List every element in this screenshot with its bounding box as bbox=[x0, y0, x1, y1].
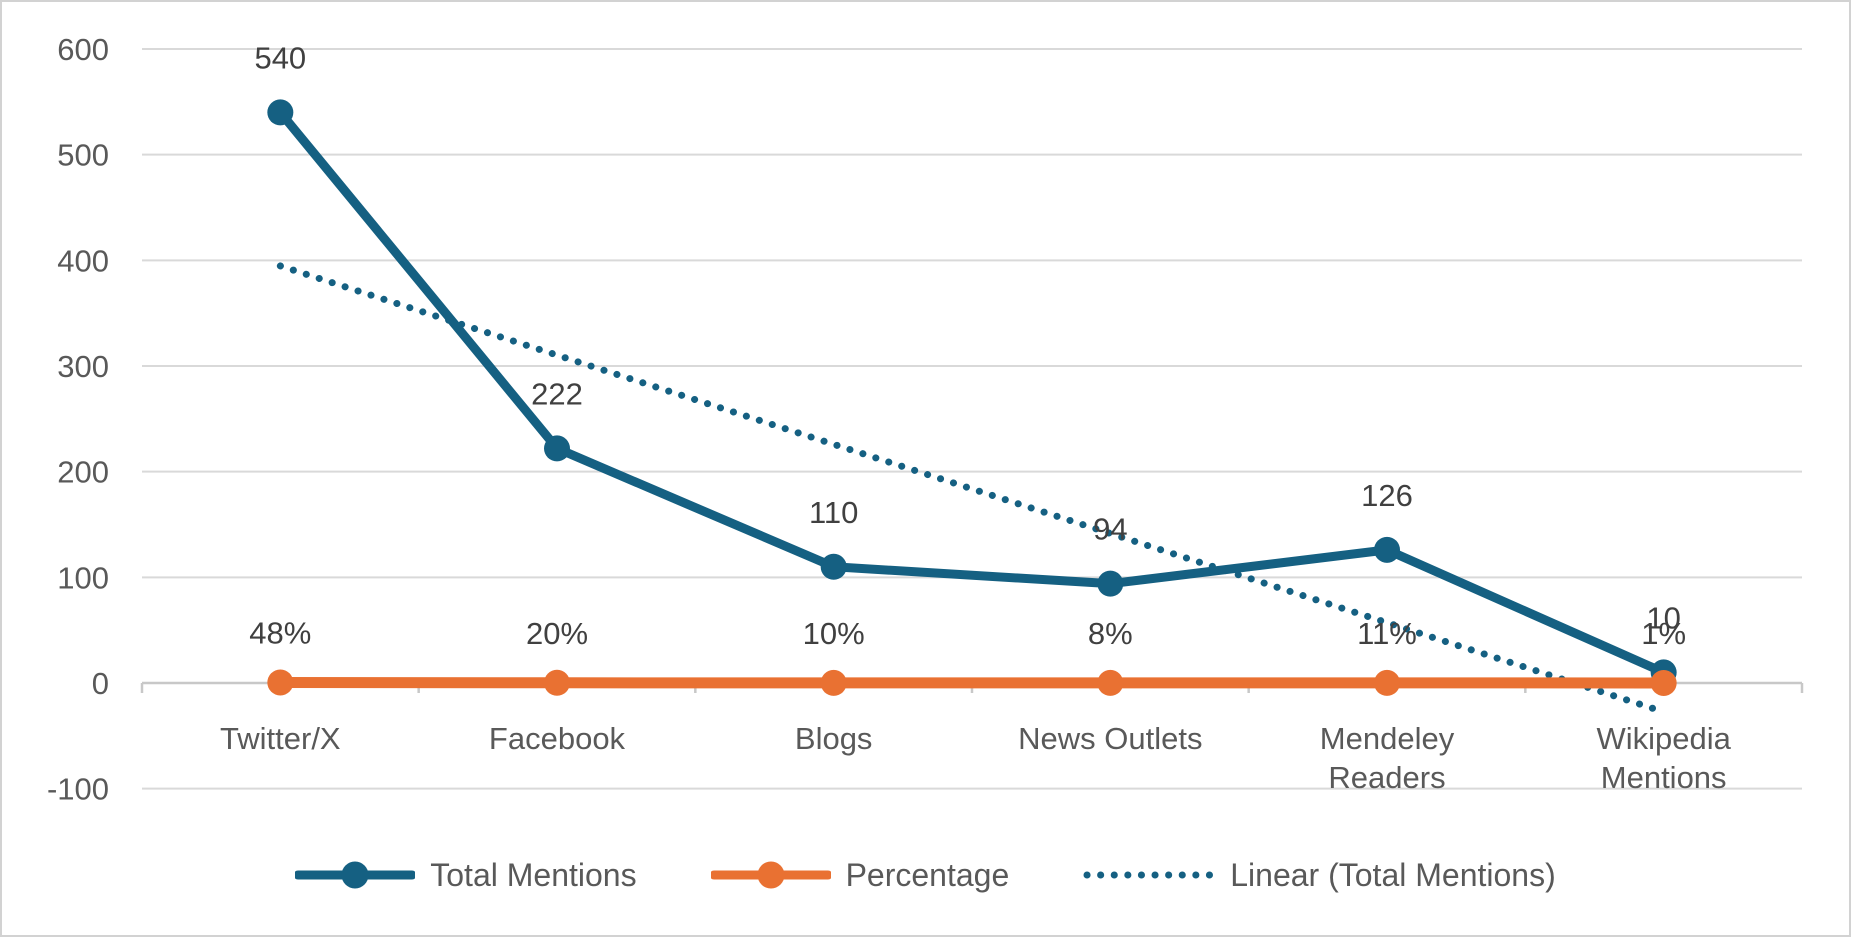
series-line-total-mentions[interactable] bbox=[275, 107, 1669, 677]
percentage-label: 20% bbox=[526, 616, 588, 651]
data-point-percentage[interactable] bbox=[544, 669, 570, 696]
data-point-percentage[interactable] bbox=[1650, 669, 1677, 696]
percentage-label: 8% bbox=[1088, 616, 1133, 651]
legend-item-total-mentions[interactable]: Total Mentions bbox=[295, 855, 637, 895]
legend-label: Percentage bbox=[845, 856, 1010, 893]
value-label: 94 bbox=[1093, 512, 1127, 547]
y-axis-tick-label: 200 bbox=[57, 455, 109, 490]
y-axis-tick-label: 400 bbox=[57, 243, 109, 278]
data-point-percentage[interactable] bbox=[1097, 669, 1124, 696]
chart-legend: Total Mentions Percentage Linear (Total Me… bbox=[2, 844, 1849, 906]
data-point-percentage[interactable] bbox=[1374, 669, 1400, 696]
trendline-linear-total-mentions[interactable] bbox=[276, 262, 1668, 716]
data-point-percentage[interactable] bbox=[820, 669, 847, 696]
x-axis-category-label: Mendeley bbox=[1320, 721, 1455, 756]
data-point-total-mentions[interactable] bbox=[267, 99, 294, 126]
data-point-total-mentions[interactable] bbox=[1374, 536, 1400, 563]
data-point-percentage[interactable] bbox=[267, 669, 294, 696]
legend-line-marker-swatch bbox=[295, 861, 416, 889]
percentage-label: 48% bbox=[249, 615, 311, 650]
x-axis-category-label: Readers bbox=[1328, 760, 1445, 795]
data-point-total-mentions[interactable] bbox=[1097, 570, 1124, 597]
value-label: 222 bbox=[531, 376, 583, 411]
value-label: 110 bbox=[809, 495, 858, 530]
y-axis-tick-label: 500 bbox=[57, 138, 109, 173]
y-axis-tick-label: 0 bbox=[92, 666, 109, 701]
y-axis-tick-label: 300 bbox=[57, 349, 109, 384]
y-axis-tick-label: 600 bbox=[57, 32, 109, 67]
percentage-label: 10% bbox=[803, 616, 865, 651]
x-axis-category-label: Facebook bbox=[489, 721, 626, 756]
legend-line-marker-swatch bbox=[710, 861, 831, 889]
x-axis-category-label: Twitter/X bbox=[220, 721, 341, 756]
data-point-total-mentions[interactable] bbox=[544, 435, 570, 462]
percentage-label: 1% bbox=[1641, 616, 1686, 651]
legend-label: Total Mentions bbox=[430, 856, 637, 893]
value-label: 10 bbox=[1646, 600, 1680, 635]
x-axis-category-label: Wikipedia bbox=[1596, 721, 1731, 756]
legend-item-percentage[interactable]: Percentage bbox=[710, 855, 1010, 895]
data-point-total-mentions[interactable] bbox=[820, 553, 847, 580]
legend-item-linear-total-mentions-[interactable]: Linear (Total Mentions) bbox=[1083, 855, 1556, 895]
x-axis-category-label: Blogs bbox=[795, 721, 873, 756]
y-axis-tick-label: -100 bbox=[47, 772, 109, 807]
value-label: 126 bbox=[1361, 478, 1413, 513]
legend-label: Linear (Total Mentions) bbox=[1230, 856, 1556, 893]
legend-dotted-line-swatch bbox=[1083, 871, 1215, 879]
y-axis-tick-label: 100 bbox=[57, 560, 109, 595]
value-label: 540 bbox=[254, 40, 306, 75]
percentage-label: 11% bbox=[1357, 616, 1417, 651]
x-axis-category-label: News Outlets bbox=[1018, 721, 1202, 756]
x-axis-category-label: Mentions bbox=[1601, 760, 1727, 795]
